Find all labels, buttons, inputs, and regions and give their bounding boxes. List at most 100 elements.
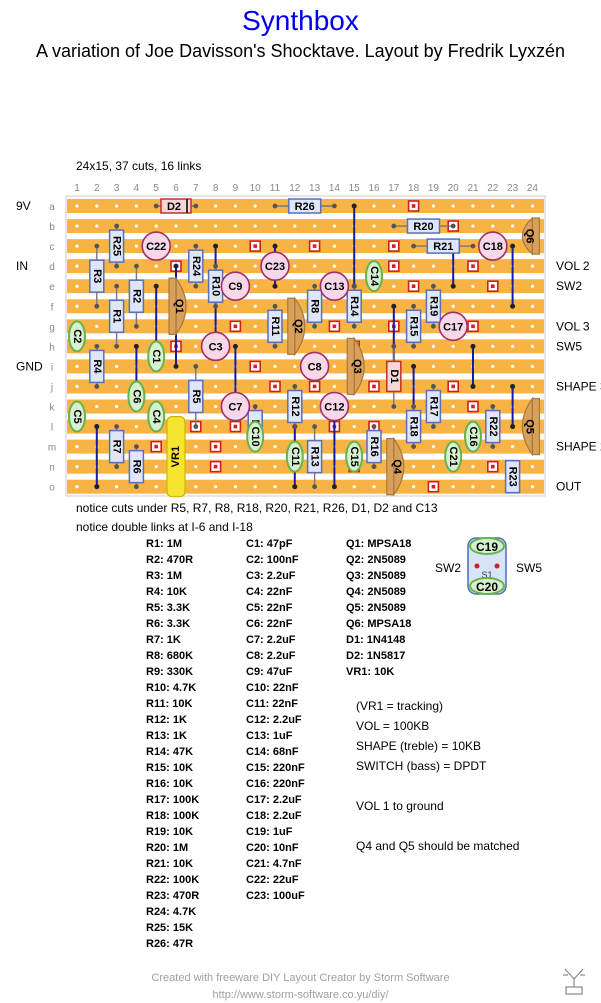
page-title: Synthbox [242,5,359,36]
solder-point [292,464,298,470]
hole [134,445,138,449]
bom-resistor-item: R24: 4.7K [146,906,197,918]
column-number: 6 [173,183,179,194]
hole [253,424,257,429]
strip-cut-center [213,344,218,349]
link-end [292,424,298,430]
hole [95,424,99,429]
strip-cut [368,420,380,433]
hole [253,485,257,489]
switch-left-label: SW2 [435,561,461,575]
hole [75,324,79,328]
hole [372,445,376,449]
hole [431,424,435,429]
hole [392,424,396,429]
solder-point [391,404,397,409]
bom-resistor-item: R1: 1M [146,538,183,550]
link-end [153,283,159,289]
resistor-r9 [247,409,263,444]
solder-point [134,484,139,490]
hole [134,364,138,368]
solder-point [153,343,159,349]
capacitor-c8 [299,351,330,382]
hole [115,485,119,489]
strip-cut-center [352,344,356,349]
hole [491,424,495,429]
strip-cut-center [411,204,416,208]
resistor-r12-label: R12 [289,396,301,416]
bom-resistor-item: R7: 1K [146,634,181,646]
column-number: 12 [289,183,301,194]
hole [491,264,495,268]
capacitor-c5 [68,400,86,433]
hole [510,485,515,489]
row-letter: f [51,302,54,313]
hole [293,304,297,308]
link-end [331,484,337,490]
hole [451,364,455,368]
solder-point [114,343,119,349]
hole [95,324,99,328]
bom-capacitor-item: C12: 2.2uF [246,714,302,726]
capacitor-c12 [319,391,350,422]
hole [392,324,396,328]
resistor-r26 [287,198,322,214]
strip-cut-center [372,424,376,429]
hole [491,445,495,449]
hole [233,344,237,348]
strip-cut [308,380,321,393]
hole [451,344,455,348]
hole [253,404,257,409]
solder-point [332,203,337,209]
hole [332,224,336,228]
row-letter: h [49,342,55,353]
hole [313,224,317,228]
resistor-r15 [405,309,422,344]
strip-cut-center [471,264,475,268]
hole [431,404,435,409]
hole [332,424,336,429]
hole [95,364,99,368]
strip-cut-center [174,264,178,268]
hole [154,465,158,469]
solder-point [114,424,119,429]
resistor-r23 [504,459,521,494]
transistor-q5-label: Q5 [523,419,535,434]
capacitor-c16 [464,420,482,453]
bom-capacitor-item: C2: 100nF [246,554,299,566]
strip-cut-center [233,424,238,429]
strip-cut-center [471,404,475,409]
hole [194,404,198,409]
hole [530,384,535,389]
hole [134,304,138,308]
solder-point [431,323,436,329]
build-note-line: VOL 1 to ground [356,799,444,813]
board-dimensions: 24x15, 37 cuts, 16 links [76,159,202,173]
solder-point [74,424,80,429]
trimmer-vr1-label: VR1 [170,446,182,467]
solder-point [252,424,258,429]
hole [392,284,396,288]
column-number: 7 [193,183,199,194]
capacitor-c6 [127,380,146,413]
hole [491,204,495,208]
hole [471,364,475,368]
hole [352,485,356,489]
hole [332,364,336,368]
hole [332,445,336,449]
bom-resistor-item: R20: 1M [146,842,189,854]
hole [412,244,416,248]
hole [273,384,277,389]
hole [451,465,455,469]
strip-cut [170,260,182,272]
hole [95,284,99,288]
hole [412,304,416,308]
solder-point [153,404,159,409]
hole [174,364,178,368]
hole [75,445,79,449]
hole [194,324,198,328]
hole [174,445,178,449]
hole [372,344,376,348]
switch-pin-right [494,563,500,569]
capacitor-c8-label: C8 [308,361,322,373]
